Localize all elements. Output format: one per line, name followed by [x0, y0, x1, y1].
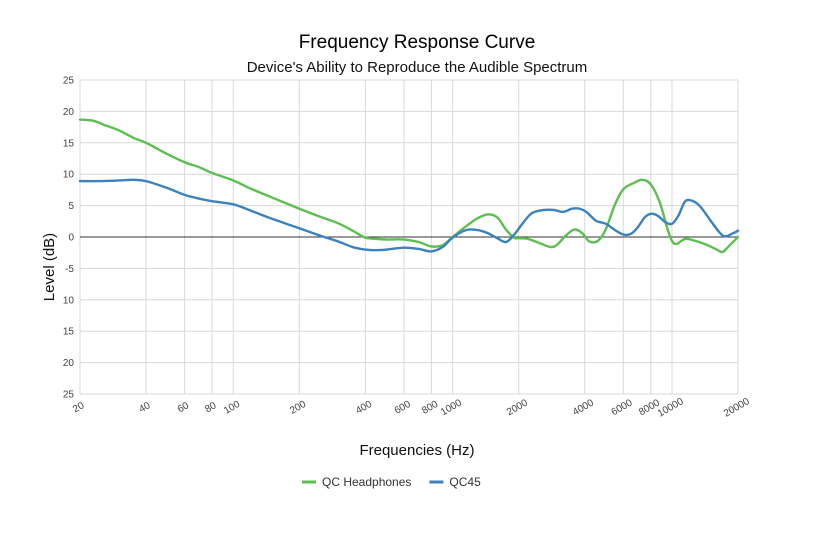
x-tick-label: 400: [354, 399, 374, 417]
y-tick-label: -5: [65, 264, 74, 275]
x-tick-label: 60: [176, 400, 192, 415]
x-tick-label: 800: [420, 399, 440, 417]
legend-item: QC45: [429, 475, 481, 489]
legend-item: QC Headphones: [302, 475, 411, 489]
y-tick-label: 25: [63, 76, 75, 87]
x-tick-label: 40: [137, 400, 153, 415]
x-tick-label: 4000: [571, 397, 596, 418]
x-tick-label: 1000: [439, 397, 464, 418]
x-tick-label: 6000: [610, 397, 635, 418]
x-tick-label: 100: [222, 399, 242, 417]
chart-subtitle: Device's Ability to Reproduce the Audibl…: [247, 59, 588, 76]
legend: QC Headphones QC45: [302, 475, 481, 489]
x-tick-label: 10000: [656, 396, 686, 420]
series-line: [78, 118, 740, 254]
x-axis-label: Frequencies (Hz): [359, 442, 474, 459]
y-tick-label: 0: [68, 233, 74, 244]
y-tick-label: 20: [63, 358, 75, 369]
y-tick-label: 15: [63, 327, 75, 338]
y-tick-label: 25: [63, 390, 75, 401]
x-tick-label: 200: [288, 399, 308, 417]
chart-title: Frequency Response Curve: [299, 32, 536, 53]
y-tick-label: 20: [63, 107, 75, 118]
legend-label: QC45: [449, 475, 481, 489]
x-tick-label: 80: [203, 400, 219, 415]
y-tick-label: 10: [63, 295, 75, 306]
y-tick-label: 5: [68, 201, 74, 212]
x-tick-label: 600: [393, 399, 413, 417]
y-axis-ticks: 25 20 15 10 5 0 -5 10 15 20 25: [63, 76, 75, 401]
x-tick-label: 20: [71, 400, 87, 415]
y-tick-label: 10: [63, 170, 75, 181]
y-axis-label: Level (dB): [41, 233, 58, 301]
series-line: [78, 178, 740, 253]
y-tick-label: 15: [63, 138, 75, 149]
series-layer: [78, 118, 740, 254]
x-tick-label: 2000: [505, 397, 530, 418]
x-tick-label: 20000: [722, 396, 752, 420]
legend-label: QC Headphones: [322, 475, 411, 489]
